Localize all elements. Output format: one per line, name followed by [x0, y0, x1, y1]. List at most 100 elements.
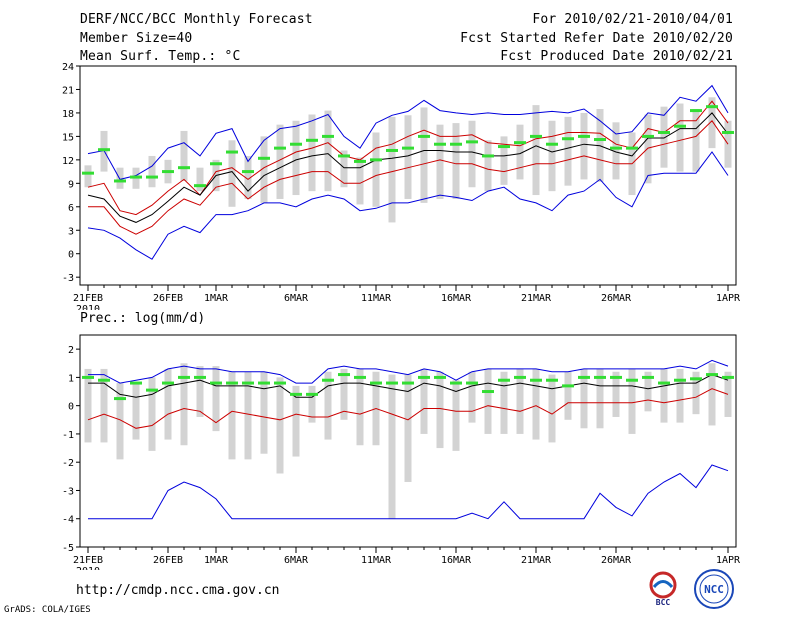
spread-box: [180, 363, 188, 446]
spread-box: [212, 366, 220, 432]
forecast-period: For 2010/02/21-2010/04/01: [532, 12, 733, 27]
series-line-lower: [88, 120, 729, 235]
spread-box: [116, 167, 124, 189]
spread-box: [276, 377, 284, 474]
spread-box: [468, 120, 476, 188]
spread-box: [660, 368, 668, 423]
spread-box: [676, 368, 684, 423]
spread-box: [532, 368, 540, 440]
spread-box: [308, 114, 316, 192]
y-tick-label: -2: [62, 458, 74, 469]
spread-box: [676, 103, 684, 172]
y-tick-label: 3: [68, 226, 74, 237]
y-tick-label: 6: [68, 203, 74, 214]
spread-box: [84, 165, 92, 188]
y-tick-label: 9: [68, 179, 74, 190]
spread-box: [292, 120, 300, 196]
x-tick-label: 21MAR: [521, 293, 552, 304]
ncc-logo-text: NCC: [704, 583, 724, 596]
y-tick-label: -4: [62, 515, 74, 526]
spread-box: [436, 124, 444, 199]
ncc-logo: NCC: [694, 569, 734, 609]
spread-box: [244, 155, 252, 199]
spread-box: [196, 167, 204, 192]
spread-box: [324, 110, 332, 192]
forecast-produced-date: Fcst Produced Date 2010/02/21: [500, 49, 733, 64]
x-tick-label: 21MAR: [521, 555, 552, 566]
y-tick-label: 0: [68, 402, 74, 413]
x-tick-label: 11MAR: [361, 555, 392, 566]
y-tick-label: 0: [68, 250, 74, 261]
spread-box: [580, 112, 588, 180]
spread-box: [452, 123, 460, 199]
spread-box: [644, 114, 652, 184]
spread-box: [612, 371, 620, 417]
spread-box: [100, 368, 108, 443]
spread-box: [324, 371, 332, 440]
x-tick-label: 21FEB: [73, 555, 103, 566]
y-tick-label: -5: [62, 543, 74, 554]
spread-box: [276, 124, 284, 199]
spread-box: [484, 368, 492, 434]
y-tick-label: 2: [68, 345, 74, 356]
series-line-lower: [87, 388, 729, 429]
y-tick-label: 21: [62, 85, 74, 96]
x-tick-label: 11MAR: [361, 293, 392, 304]
x-tick-label: 21FEB: [73, 293, 103, 304]
spread-box: [388, 116, 396, 223]
variable-label: Mean Surf. Temp.: °C: [80, 49, 241, 64]
series-line-max: [87, 84, 729, 180]
x-tick-label: 1APR: [716, 555, 741, 566]
spread-box: [116, 383, 124, 460]
y-tick-label: 15: [62, 132, 74, 143]
x-tick-sublabel: 2010: [76, 304, 100, 310]
y-tick-label: 24: [62, 62, 74, 73]
x-tick-label: 26MAR: [601, 293, 632, 304]
spread-box: [244, 371, 252, 460]
spread-box: [724, 120, 732, 168]
x-tick-label: 1APR: [716, 293, 741, 304]
source-url[interactable]: http://cmdp.ncc.cma.gov.cn: [76, 583, 280, 598]
x-tick-label: 16MAR: [441, 293, 472, 304]
spread-box: [484, 140, 492, 192]
series-line-max: [88, 359, 729, 384]
spread-box: [292, 385, 300, 457]
x-tick-label: 26FEB: [153, 293, 183, 304]
x-tick-label: 26MAR: [601, 555, 632, 566]
x-tick-label: 1MAR: [204, 555, 229, 566]
spread-box: [260, 371, 268, 454]
spread-box: [148, 155, 156, 188]
spread-box: [84, 368, 92, 443]
x-tick-label: 1MAR: [204, 293, 229, 304]
spread-box: [148, 377, 156, 451]
series-line-min: [87, 151, 729, 260]
forecast-start-date: Fcst Started Refer Date 2010/02/20: [460, 31, 733, 46]
spread-box: [628, 368, 636, 434]
spread-box: [356, 368, 364, 446]
spread-box: [260, 136, 268, 203]
spread-box: [548, 120, 556, 192]
spread-box: [180, 130, 188, 181]
spread-box: [404, 115, 412, 199]
spread-box: [420, 368, 428, 434]
spread-box: [372, 132, 380, 207]
series-line-upper: [87, 100, 729, 216]
spread-box: [420, 107, 428, 203]
spread-box: [340, 150, 348, 188]
x-tick-sublabel: 2010: [76, 566, 100, 570]
spread-box: [404, 374, 412, 482]
spread-box: [692, 109, 700, 172]
spread-box: [580, 368, 588, 429]
y-tick-label: -1: [62, 430, 74, 441]
x-tick-label: 6MAR: [284, 555, 309, 566]
bcc-logo-text: BCC: [656, 598, 671, 607]
spread-box: [356, 157, 364, 205]
spread-box: [452, 380, 460, 451]
spread-box: [228, 140, 236, 207]
spread-box: [500, 371, 508, 434]
spread-box: [228, 371, 236, 460]
spread-box: [708, 363, 716, 426]
